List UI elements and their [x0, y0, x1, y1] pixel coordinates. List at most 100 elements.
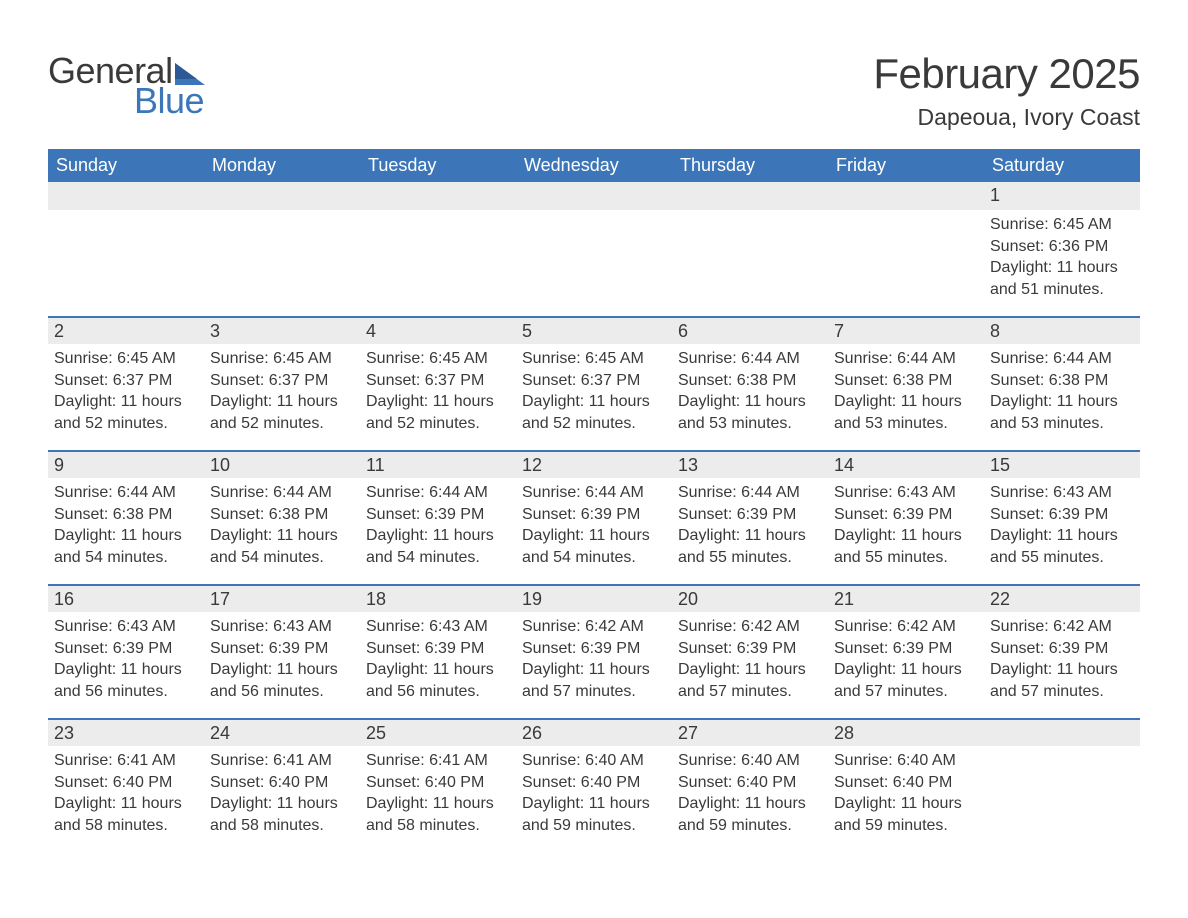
- day-number: 19: [516, 584, 672, 612]
- calendar-week-row: 1Sunrise: 6:45 AMSunset: 6:36 PMDaylight…: [48, 182, 1140, 316]
- day-body: [360, 210, 516, 310]
- day-body: Sunrise: 6:43 AMSunset: 6:39 PMDaylight:…: [48, 612, 204, 708]
- calendar-day-cell: 20Sunrise: 6:42 AMSunset: 6:39 PMDayligh…: [672, 584, 828, 718]
- day-number: 21: [828, 584, 984, 612]
- calendar-day-cell: 14Sunrise: 6:43 AMSunset: 6:39 PMDayligh…: [828, 450, 984, 584]
- day-number: 2: [48, 316, 204, 344]
- daylight-text: Daylight: 11 hours and 55 minutes.: [678, 525, 822, 568]
- day-number: [828, 182, 984, 210]
- calendar-day-cell: [48, 182, 204, 316]
- sunrise-text: Sunrise: 6:43 AM: [54, 616, 198, 638]
- day-number: 16: [48, 584, 204, 612]
- day-body: Sunrise: 6:45 AMSunset: 6:37 PMDaylight:…: [204, 344, 360, 440]
- day-number: 15: [984, 450, 1140, 478]
- daylight-text: Daylight: 11 hours and 51 minutes.: [990, 257, 1134, 300]
- day-number: [204, 182, 360, 210]
- day-number: 8: [984, 316, 1140, 344]
- sunrise-text: Sunrise: 6:45 AM: [366, 348, 510, 370]
- calendar-day-cell: 27Sunrise: 6:40 AMSunset: 6:40 PMDayligh…: [672, 718, 828, 852]
- weekday-header: Sunday: [48, 149, 204, 182]
- day-body: Sunrise: 6:44 AMSunset: 6:38 PMDaylight:…: [672, 344, 828, 440]
- sunset-text: Sunset: 6:37 PM: [366, 370, 510, 392]
- month-title: February 2025: [873, 50, 1140, 98]
- calendar-day-cell: 21Sunrise: 6:42 AMSunset: 6:39 PMDayligh…: [828, 584, 984, 718]
- daylight-text: Daylight: 11 hours and 58 minutes.: [54, 793, 198, 836]
- sunrise-text: Sunrise: 6:45 AM: [522, 348, 666, 370]
- sunset-text: Sunset: 6:39 PM: [210, 638, 354, 660]
- sunset-text: Sunset: 6:39 PM: [834, 638, 978, 660]
- daylight-text: Daylight: 11 hours and 54 minutes.: [366, 525, 510, 568]
- day-number: 7: [828, 316, 984, 344]
- day-number: 22: [984, 584, 1140, 612]
- sunrise-text: Sunrise: 6:44 AM: [210, 482, 354, 504]
- daylight-text: Daylight: 11 hours and 54 minutes.: [210, 525, 354, 568]
- day-number: [516, 182, 672, 210]
- day-body: Sunrise: 6:42 AMSunset: 6:39 PMDaylight:…: [984, 612, 1140, 708]
- sunset-text: Sunset: 6:40 PM: [366, 772, 510, 794]
- sunrise-text: Sunrise: 6:40 AM: [522, 750, 666, 772]
- daylight-text: Daylight: 11 hours and 57 minutes.: [522, 659, 666, 702]
- sunset-text: Sunset: 6:39 PM: [522, 504, 666, 526]
- sunset-text: Sunset: 6:40 PM: [834, 772, 978, 794]
- calendar-day-cell: 24Sunrise: 6:41 AMSunset: 6:40 PMDayligh…: [204, 718, 360, 852]
- day-body: Sunrise: 6:40 AMSunset: 6:40 PMDaylight:…: [672, 746, 828, 842]
- day-body: Sunrise: 6:45 AMSunset: 6:37 PMDaylight:…: [360, 344, 516, 440]
- day-number: 6: [672, 316, 828, 344]
- weekday-header: Thursday: [672, 149, 828, 182]
- calendar-day-cell: 1Sunrise: 6:45 AMSunset: 6:36 PMDaylight…: [984, 182, 1140, 316]
- sunset-text: Sunset: 6:39 PM: [366, 504, 510, 526]
- sunset-text: Sunset: 6:39 PM: [834, 504, 978, 526]
- calendar-day-cell: [516, 182, 672, 316]
- calendar-day-cell: 18 Sunrise: 6:43 AMSunset: 6:39 PMDayligh…: [360, 584, 516, 718]
- day-body: Sunrise: 6:43 AMSunset: 6:39 PMDaylight:…: [828, 478, 984, 574]
- day-body: Sunrise: 6:45 AMSunset: 6:37 PMDaylight:…: [48, 344, 204, 440]
- sunset-text: Sunset: 6:40 PM: [210, 772, 354, 794]
- sunset-text: Sunset: 6:38 PM: [210, 504, 354, 526]
- daylight-text: Daylight: 11 hours and 56 minutes.: [366, 659, 510, 702]
- day-body: [204, 210, 360, 310]
- calendar-day-cell: 7Sunrise: 6:44 AMSunset: 6:38 PMDaylight…: [828, 316, 984, 450]
- day-body: Sunrise: 6:44 AMSunset: 6:38 PMDaylight:…: [48, 478, 204, 574]
- calendar-day-cell: 12Sunrise: 6:44 AMSunset: 6:39 PMDayligh…: [516, 450, 672, 584]
- sunrise-text: Sunrise: 6:45 AM: [990, 214, 1134, 236]
- daylight-text: Daylight: 11 hours and 53 minutes.: [834, 391, 978, 434]
- weekday-header: Saturday: [984, 149, 1140, 182]
- sunrise-text: Sunrise: 6:41 AM: [210, 750, 354, 772]
- sunset-text: Sunset: 6:40 PM: [54, 772, 198, 794]
- day-number: 26: [516, 718, 672, 746]
- sunset-text: Sunset: 6:38 PM: [54, 504, 198, 526]
- sunset-text: Sunset: 6:40 PM: [678, 772, 822, 794]
- day-number: [360, 182, 516, 210]
- calendar-day-cell: 8Sunrise: 6:44 AMSunset: 6:38 PMDaylight…: [984, 316, 1140, 450]
- sunset-text: Sunset: 6:37 PM: [522, 370, 666, 392]
- daylight-text: Daylight: 11 hours and 56 minutes.: [210, 659, 354, 702]
- sunrise-text: Sunrise: 6:44 AM: [678, 482, 822, 504]
- sunset-text: Sunset: 6:39 PM: [366, 638, 510, 660]
- calendar-day-cell: [204, 182, 360, 316]
- brand-logo: General Blue: [48, 50, 205, 122]
- weekday-header: Monday: [204, 149, 360, 182]
- day-number: 20: [672, 584, 828, 612]
- day-number: 4: [360, 316, 516, 344]
- day-number: 10: [204, 450, 360, 478]
- sunrise-text: Sunrise: 6:44 AM: [990, 348, 1134, 370]
- sunset-text: Sunset: 6:38 PM: [678, 370, 822, 392]
- sunrise-text: Sunrise: 6:43 AM: [366, 616, 510, 638]
- sunset-text: Sunset: 6:39 PM: [54, 638, 198, 660]
- daylight-text: Daylight: 11 hours and 57 minutes.: [678, 659, 822, 702]
- calendar-day-cell: 19Sunrise: 6:42 AMSunset: 6:39 PMDayligh…: [516, 584, 672, 718]
- day-number: 18: [360, 584, 516, 612]
- sunset-text: Sunset: 6:36 PM: [990, 236, 1134, 258]
- sunset-text: Sunset: 6:38 PM: [834, 370, 978, 392]
- day-body: Sunrise: 6:41 AMSunset: 6:40 PMDaylight:…: [204, 746, 360, 842]
- calendar-week-row: 16Sunrise: 6:43 AMSunset: 6:39 PMDayligh…: [48, 584, 1140, 718]
- calendar-day-cell: 25Sunrise: 6:41 AMSunset: 6:40 PMDayligh…: [360, 718, 516, 852]
- day-body: [828, 210, 984, 310]
- day-body: Sunrise: 6:42 AMSunset: 6:39 PMDaylight:…: [516, 612, 672, 708]
- daylight-text: Daylight: 11 hours and 57 minutes.: [834, 659, 978, 702]
- calendar-page: General Blue February 2025 Dapeoua, Ivor…: [0, 0, 1188, 892]
- calendar-week-row: 2Sunrise: 6:45 AMSunset: 6:37 PMDaylight…: [48, 316, 1140, 450]
- calendar-day-cell: 5Sunrise: 6:45 AMSunset: 6:37 PMDaylight…: [516, 316, 672, 450]
- day-number: 13: [672, 450, 828, 478]
- day-body: [672, 210, 828, 310]
